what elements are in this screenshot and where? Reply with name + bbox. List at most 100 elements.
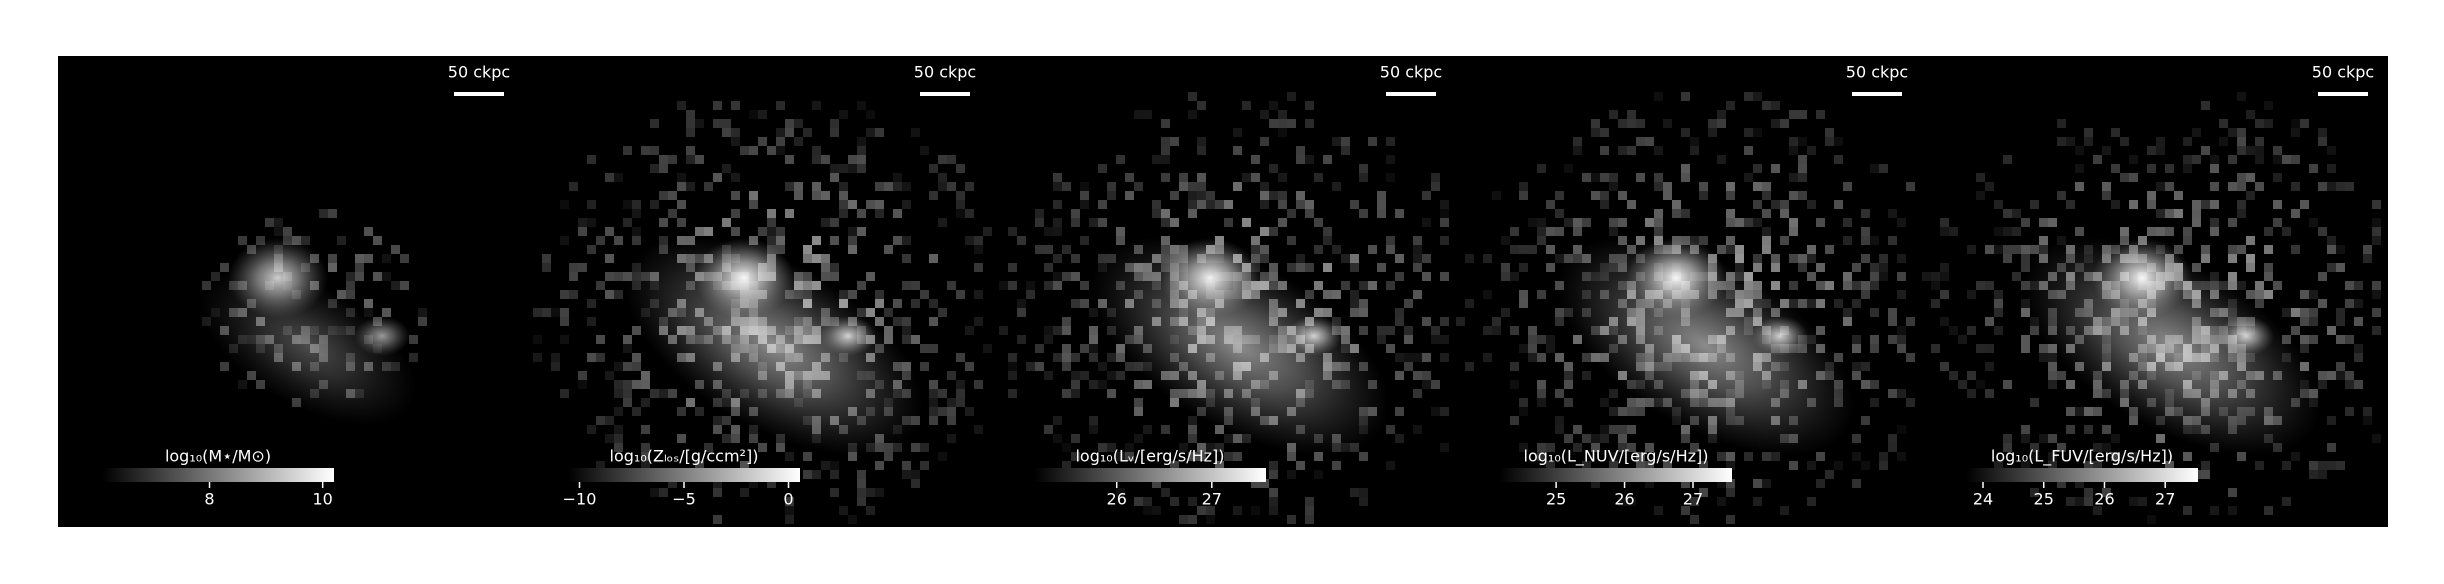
pixel	[1440, 236, 1449, 245]
pixel	[1985, 245, 1994, 254]
pixel	[1609, 452, 1618, 461]
pixel	[632, 209, 641, 218]
pixel	[2147, 146, 2156, 155]
pixel	[812, 146, 821, 155]
pixel	[1976, 191, 1985, 200]
pixel	[1492, 326, 1501, 335]
pixel	[2075, 182, 2084, 191]
pixel	[956, 290, 965, 299]
pixel	[1062, 245, 1071, 254]
pixel	[1323, 263, 1332, 272]
pixel	[659, 488, 668, 497]
pixel	[1573, 146, 1582, 155]
pixel	[794, 191, 803, 200]
pixel	[2102, 425, 2111, 434]
pixel	[2111, 434, 2120, 443]
pixel	[776, 443, 785, 452]
pixel	[1654, 209, 1663, 218]
pixel	[857, 146, 866, 155]
pixel	[1762, 227, 1771, 236]
pixel	[1798, 137, 1807, 146]
pixel	[2084, 128, 2093, 137]
pixel	[1501, 272, 1510, 281]
pixel	[1431, 173, 1440, 182]
pixel	[1528, 353, 1537, 362]
pixel	[731, 101, 740, 110]
pixel	[1062, 389, 1071, 398]
pixel	[1744, 452, 1753, 461]
pixel	[418, 317, 427, 326]
pixel	[812, 191, 821, 200]
pixel	[1537, 218, 1546, 227]
pixel	[1609, 461, 1618, 470]
pixel	[947, 434, 956, 443]
pixel	[1897, 335, 1906, 344]
pixel	[1377, 209, 1386, 218]
pixel	[1726, 236, 1735, 245]
pixel	[1753, 200, 1762, 209]
pixel	[875, 209, 884, 218]
pixel	[758, 227, 767, 236]
pixel	[1816, 299, 1825, 308]
pixel	[1940, 227, 1949, 236]
pixel	[1852, 452, 1861, 461]
pixel	[848, 290, 857, 299]
pixel	[1949, 227, 1958, 236]
pixel	[2309, 308, 2318, 317]
pixel	[1431, 380, 1440, 389]
colorbar-tick-label: 27	[1683, 490, 1703, 509]
pixel	[1636, 137, 1645, 146]
pixel	[1940, 218, 1949, 227]
pixel	[650, 146, 659, 155]
pixel	[1483, 326, 1492, 335]
pixel	[1717, 245, 1726, 254]
pixel	[974, 380, 983, 389]
pixel	[1260, 479, 1269, 488]
pixel	[2093, 506, 2102, 515]
pixel	[1456, 317, 1465, 326]
pixel	[1431, 182, 1440, 191]
pixel	[337, 236, 346, 245]
pixel	[1717, 110, 1726, 119]
pixel	[1519, 191, 1528, 200]
pixel	[1717, 155, 1726, 164]
pixel	[893, 299, 902, 308]
pixel	[569, 182, 578, 191]
colorbar-tick-label: 0	[783, 490, 793, 509]
pixel	[1681, 209, 1690, 218]
pixel	[1483, 254, 1492, 263]
scale-label: 50 ckpc	[2312, 63, 2374, 82]
pixel	[2039, 218, 2048, 227]
pixel	[2345, 182, 2354, 191]
pixel	[2291, 155, 2300, 164]
pixel	[1789, 299, 1798, 308]
pixel	[1161, 155, 1170, 164]
pixel	[1152, 479, 1161, 488]
pixel	[2183, 236, 2192, 245]
pixel	[2120, 227, 2129, 236]
pixel	[1431, 407, 1440, 416]
pixel	[1573, 425, 1582, 434]
pixel	[911, 335, 920, 344]
pixel	[1062, 344, 1071, 353]
pixel	[2309, 317, 2318, 326]
pixel	[659, 155, 668, 164]
pixel	[1555, 389, 1564, 398]
pixel	[722, 416, 731, 425]
pixel	[2318, 182, 2327, 191]
pixel	[1789, 146, 1798, 155]
pixel	[1555, 191, 1564, 200]
pixel	[1386, 155, 1395, 164]
pixel	[1816, 326, 1825, 335]
pixel	[1224, 218, 1233, 227]
pixel	[1940, 290, 1949, 299]
pixel	[1305, 209, 1314, 218]
pixel	[2291, 326, 2300, 335]
pixel	[1931, 272, 1940, 281]
pixel	[812, 254, 821, 263]
pixel	[821, 155, 830, 164]
pixel	[794, 137, 803, 146]
pixel	[1242, 173, 1251, 182]
pixel	[1834, 155, 1843, 164]
pixel	[1107, 191, 1116, 200]
